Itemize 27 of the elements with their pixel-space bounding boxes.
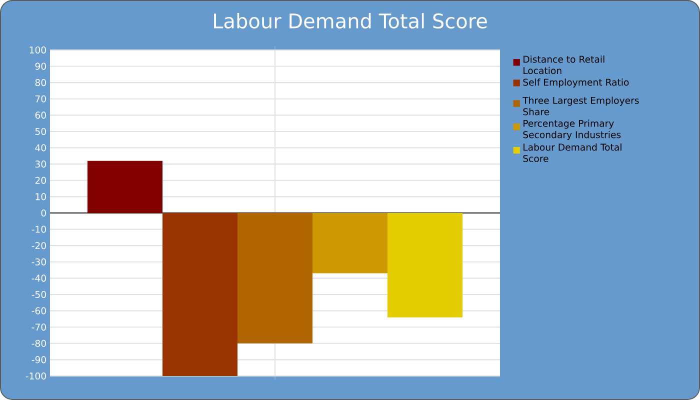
y-tick-label: 90 [35,62,46,70]
y-tick-label: 30 [35,160,46,168]
legend-label: Self Employment Ratio [523,78,629,88]
chart-title: Labour Demand Total Score [214,13,487,29]
y-tick-label: 0 [41,209,46,217]
y-tick-label: -90 [32,356,46,364]
y-tick-label: 100 [30,46,46,54]
legend-label: Labour Demand Total Score [523,144,622,162]
legend-label: Distance to Retail Location [524,56,604,74]
y-tick-label: 70 [35,95,46,102]
y-tick-label: -70 [32,324,46,331]
y-tick-label: 20 [35,176,46,184]
y-tick-label: 10 [36,193,46,200]
y-tick-label: 40 [35,144,46,152]
y-tick-label: -10 [32,226,46,233]
y-tick-label: -100 [26,372,46,380]
y-tick-label: 80 [35,79,46,86]
y-tick-label: 50 [35,128,46,136]
y-tick-label: -60 [32,307,46,314]
y-tick-label: -80 [32,340,46,347]
y-tick-label: -20 [32,242,46,250]
y-tick-label: -50 [32,290,46,298]
legend-label: Three Largest Employers Share [522,96,639,116]
y-tick-label: 60 [35,112,46,119]
y-tick-label: -40 [32,274,46,282]
legend-label: Percentage Primary Secondary Industries [523,120,621,140]
y-tick-label: -30 [32,258,46,266]
